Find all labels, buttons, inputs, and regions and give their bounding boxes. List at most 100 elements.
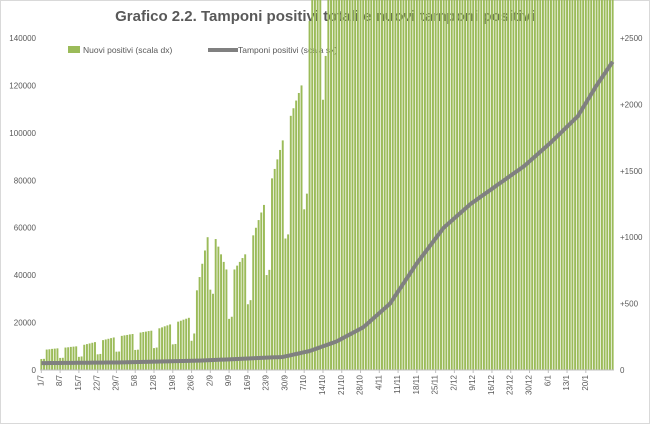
bar (193, 333, 196, 370)
bar (434, 0, 437, 370)
bar (592, 0, 595, 370)
bar (397, 0, 400, 370)
bar (153, 348, 155, 370)
bar (260, 212, 263, 370)
line-series (41, 60, 615, 366)
legend-label-line: Tamponi positivi (scala sx) (238, 45, 337, 55)
bar (214, 239, 217, 370)
x-tick-label: 8/7 (55, 374, 64, 386)
legend-swatch-bars (68, 46, 80, 53)
bar (391, 0, 394, 370)
bar (609, 0, 611, 370)
bar (85, 344, 88, 370)
bar (305, 193, 308, 370)
x-tick-label: 28/10 (356, 374, 365, 395)
bar (515, 0, 518, 371)
bar (555, 0, 558, 370)
bar (319, 0, 322, 370)
bar (456, 0, 459, 370)
bar (474, 0, 477, 370)
bar (203, 250, 206, 370)
axes: 0 20000 40000 60000 80000 100000 120000 140000 0… (9, 34, 643, 395)
bar (40, 358, 43, 370)
bar (426, 0, 429, 370)
bar (539, 0, 542, 370)
x-tick-label: 15/7 (74, 374, 83, 390)
bar (289, 115, 292, 370)
bar (311, 0, 314, 370)
bar (268, 269, 271, 370)
x-tick-label: 30/9 (280, 374, 289, 390)
y-left-tick-label: 140000 (9, 34, 36, 43)
x-tick-label: 1/7 (36, 374, 45, 386)
bar (389, 0, 391, 370)
bar (466, 0, 469, 370)
bar (437, 0, 440, 370)
bar (571, 0, 574, 370)
bar (254, 227, 257, 370)
bar (171, 344, 174, 370)
x-tick-label: 16/9 (243, 374, 252, 390)
bar (381, 0, 383, 370)
bar (606, 0, 609, 370)
bar (297, 92, 300, 370)
bar (279, 149, 282, 370)
line-path (41, 60, 615, 366)
bar (233, 269, 236, 370)
bar (354, 0, 357, 370)
bar (88, 343, 91, 370)
bar (531, 0, 534, 371)
bar (206, 237, 209, 370)
bar (187, 317, 190, 370)
bar (512, 0, 515, 371)
bar (139, 332, 142, 370)
bar (477, 0, 480, 370)
bar (423, 0, 426, 370)
x-tick-label: 21/10 (337, 374, 346, 395)
bar (343, 0, 346, 370)
bar (576, 0, 579, 370)
y-right-tick-label: +1500 (620, 167, 643, 176)
bar (91, 342, 94, 370)
bar (579, 0, 582, 370)
bar (107, 338, 110, 370)
x-tick-label: 6/1 (543, 374, 552, 386)
x-tick-label: 20/1 (581, 374, 590, 390)
bar (550, 0, 552, 370)
bar (238, 261, 241, 370)
y-right-tick-label: +500 (620, 300, 639, 309)
bar (490, 0, 493, 370)
bar (338, 0, 341, 370)
bar (520, 0, 523, 370)
bar (48, 349, 51, 370)
bar (265, 275, 268, 370)
bar (236, 265, 239, 370)
bar (485, 0, 488, 370)
bar (179, 320, 182, 370)
bar (287, 234, 290, 370)
bar (177, 321, 180, 370)
bar (450, 0, 453, 370)
bar (442, 0, 445, 370)
bar (249, 300, 252, 370)
bar (525, 0, 528, 370)
bar (472, 0, 475, 370)
bar (201, 263, 204, 370)
x-tick-label: 4/11 (374, 374, 383, 390)
bar (523, 0, 526, 370)
bar (431, 0, 434, 370)
bar (367, 0, 370, 370)
x-tick-label: 19/8 (168, 374, 177, 390)
bar (220, 254, 223, 370)
x-tick-label: 16/12 (487, 374, 496, 395)
bar (281, 140, 284, 370)
bar (364, 0, 367, 370)
bar (517, 0, 520, 370)
bar (161, 327, 164, 370)
bar (75, 346, 78, 370)
legend-label-bars: Nuovi positivi (scala dx) (83, 45, 172, 55)
bar (51, 348, 54, 370)
bar (348, 0, 351, 370)
bar (158, 328, 161, 370)
